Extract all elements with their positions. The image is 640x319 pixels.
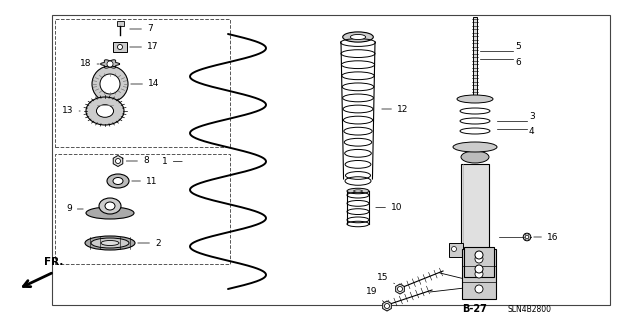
Text: 14: 14	[131, 79, 159, 88]
Ellipse shape	[97, 105, 113, 117]
Circle shape	[118, 44, 122, 49]
Circle shape	[475, 265, 483, 273]
Text: 4: 4	[529, 128, 534, 137]
Circle shape	[107, 61, 113, 67]
Text: 5: 5	[515, 42, 521, 51]
Circle shape	[475, 251, 483, 259]
Ellipse shape	[453, 142, 497, 152]
Text: 8: 8	[126, 157, 148, 166]
Bar	[116, 21, 124, 26]
Bar	[113, 42, 127, 52]
Text: 6: 6	[515, 58, 521, 68]
Text: 18: 18	[80, 60, 99, 69]
Text: 16: 16	[534, 233, 559, 241]
Text: 9: 9	[66, 204, 83, 213]
Circle shape	[451, 247, 456, 251]
Ellipse shape	[342, 32, 373, 42]
Bar	[461, 164, 489, 249]
Ellipse shape	[91, 238, 129, 248]
Circle shape	[92, 66, 128, 102]
Ellipse shape	[350, 34, 365, 40]
Ellipse shape	[113, 177, 123, 184]
Circle shape	[475, 270, 483, 278]
Ellipse shape	[107, 174, 129, 188]
Ellipse shape	[354, 190, 362, 192]
Text: SLN4B2800: SLN4B2800	[508, 305, 552, 314]
Text: 15: 15	[377, 272, 395, 284]
Ellipse shape	[457, 95, 493, 103]
Ellipse shape	[99, 198, 121, 214]
Polygon shape	[383, 301, 391, 311]
Ellipse shape	[105, 202, 115, 210]
Bar	[55, 154, 230, 264]
Circle shape	[475, 255, 483, 263]
Ellipse shape	[86, 97, 124, 125]
Circle shape	[385, 303, 390, 308]
Circle shape	[115, 159, 120, 164]
Text: 2: 2	[138, 239, 161, 248]
Text: 19: 19	[366, 287, 384, 302]
Bar	[464, 247, 494, 277]
Text: 11: 11	[132, 176, 157, 186]
Ellipse shape	[461, 151, 489, 163]
Ellipse shape	[86, 207, 134, 219]
Bar	[462, 249, 496, 299]
Text: 3: 3	[529, 113, 535, 122]
Bar	[55, 19, 230, 147]
Text: 12: 12	[382, 105, 408, 114]
Ellipse shape	[85, 236, 135, 250]
Circle shape	[397, 286, 403, 292]
Text: FR.: FR.	[44, 257, 63, 267]
Bar	[52, 15, 610, 305]
Text: 13: 13	[62, 107, 80, 115]
Polygon shape	[396, 284, 404, 294]
Text: 7: 7	[130, 25, 153, 33]
Text: B-27: B-27	[462, 304, 487, 314]
Circle shape	[524, 233, 531, 241]
Text: 17: 17	[130, 42, 159, 51]
Circle shape	[475, 285, 483, 293]
Polygon shape	[100, 60, 120, 68]
Bar	[449, 243, 463, 257]
Bar	[473, 17, 477, 97]
Ellipse shape	[101, 241, 119, 246]
Circle shape	[525, 235, 529, 239]
Ellipse shape	[347, 188, 369, 194]
Circle shape	[100, 74, 120, 94]
Polygon shape	[113, 155, 123, 167]
Text: 10: 10	[376, 203, 403, 212]
Text: 1: 1	[162, 157, 182, 166]
